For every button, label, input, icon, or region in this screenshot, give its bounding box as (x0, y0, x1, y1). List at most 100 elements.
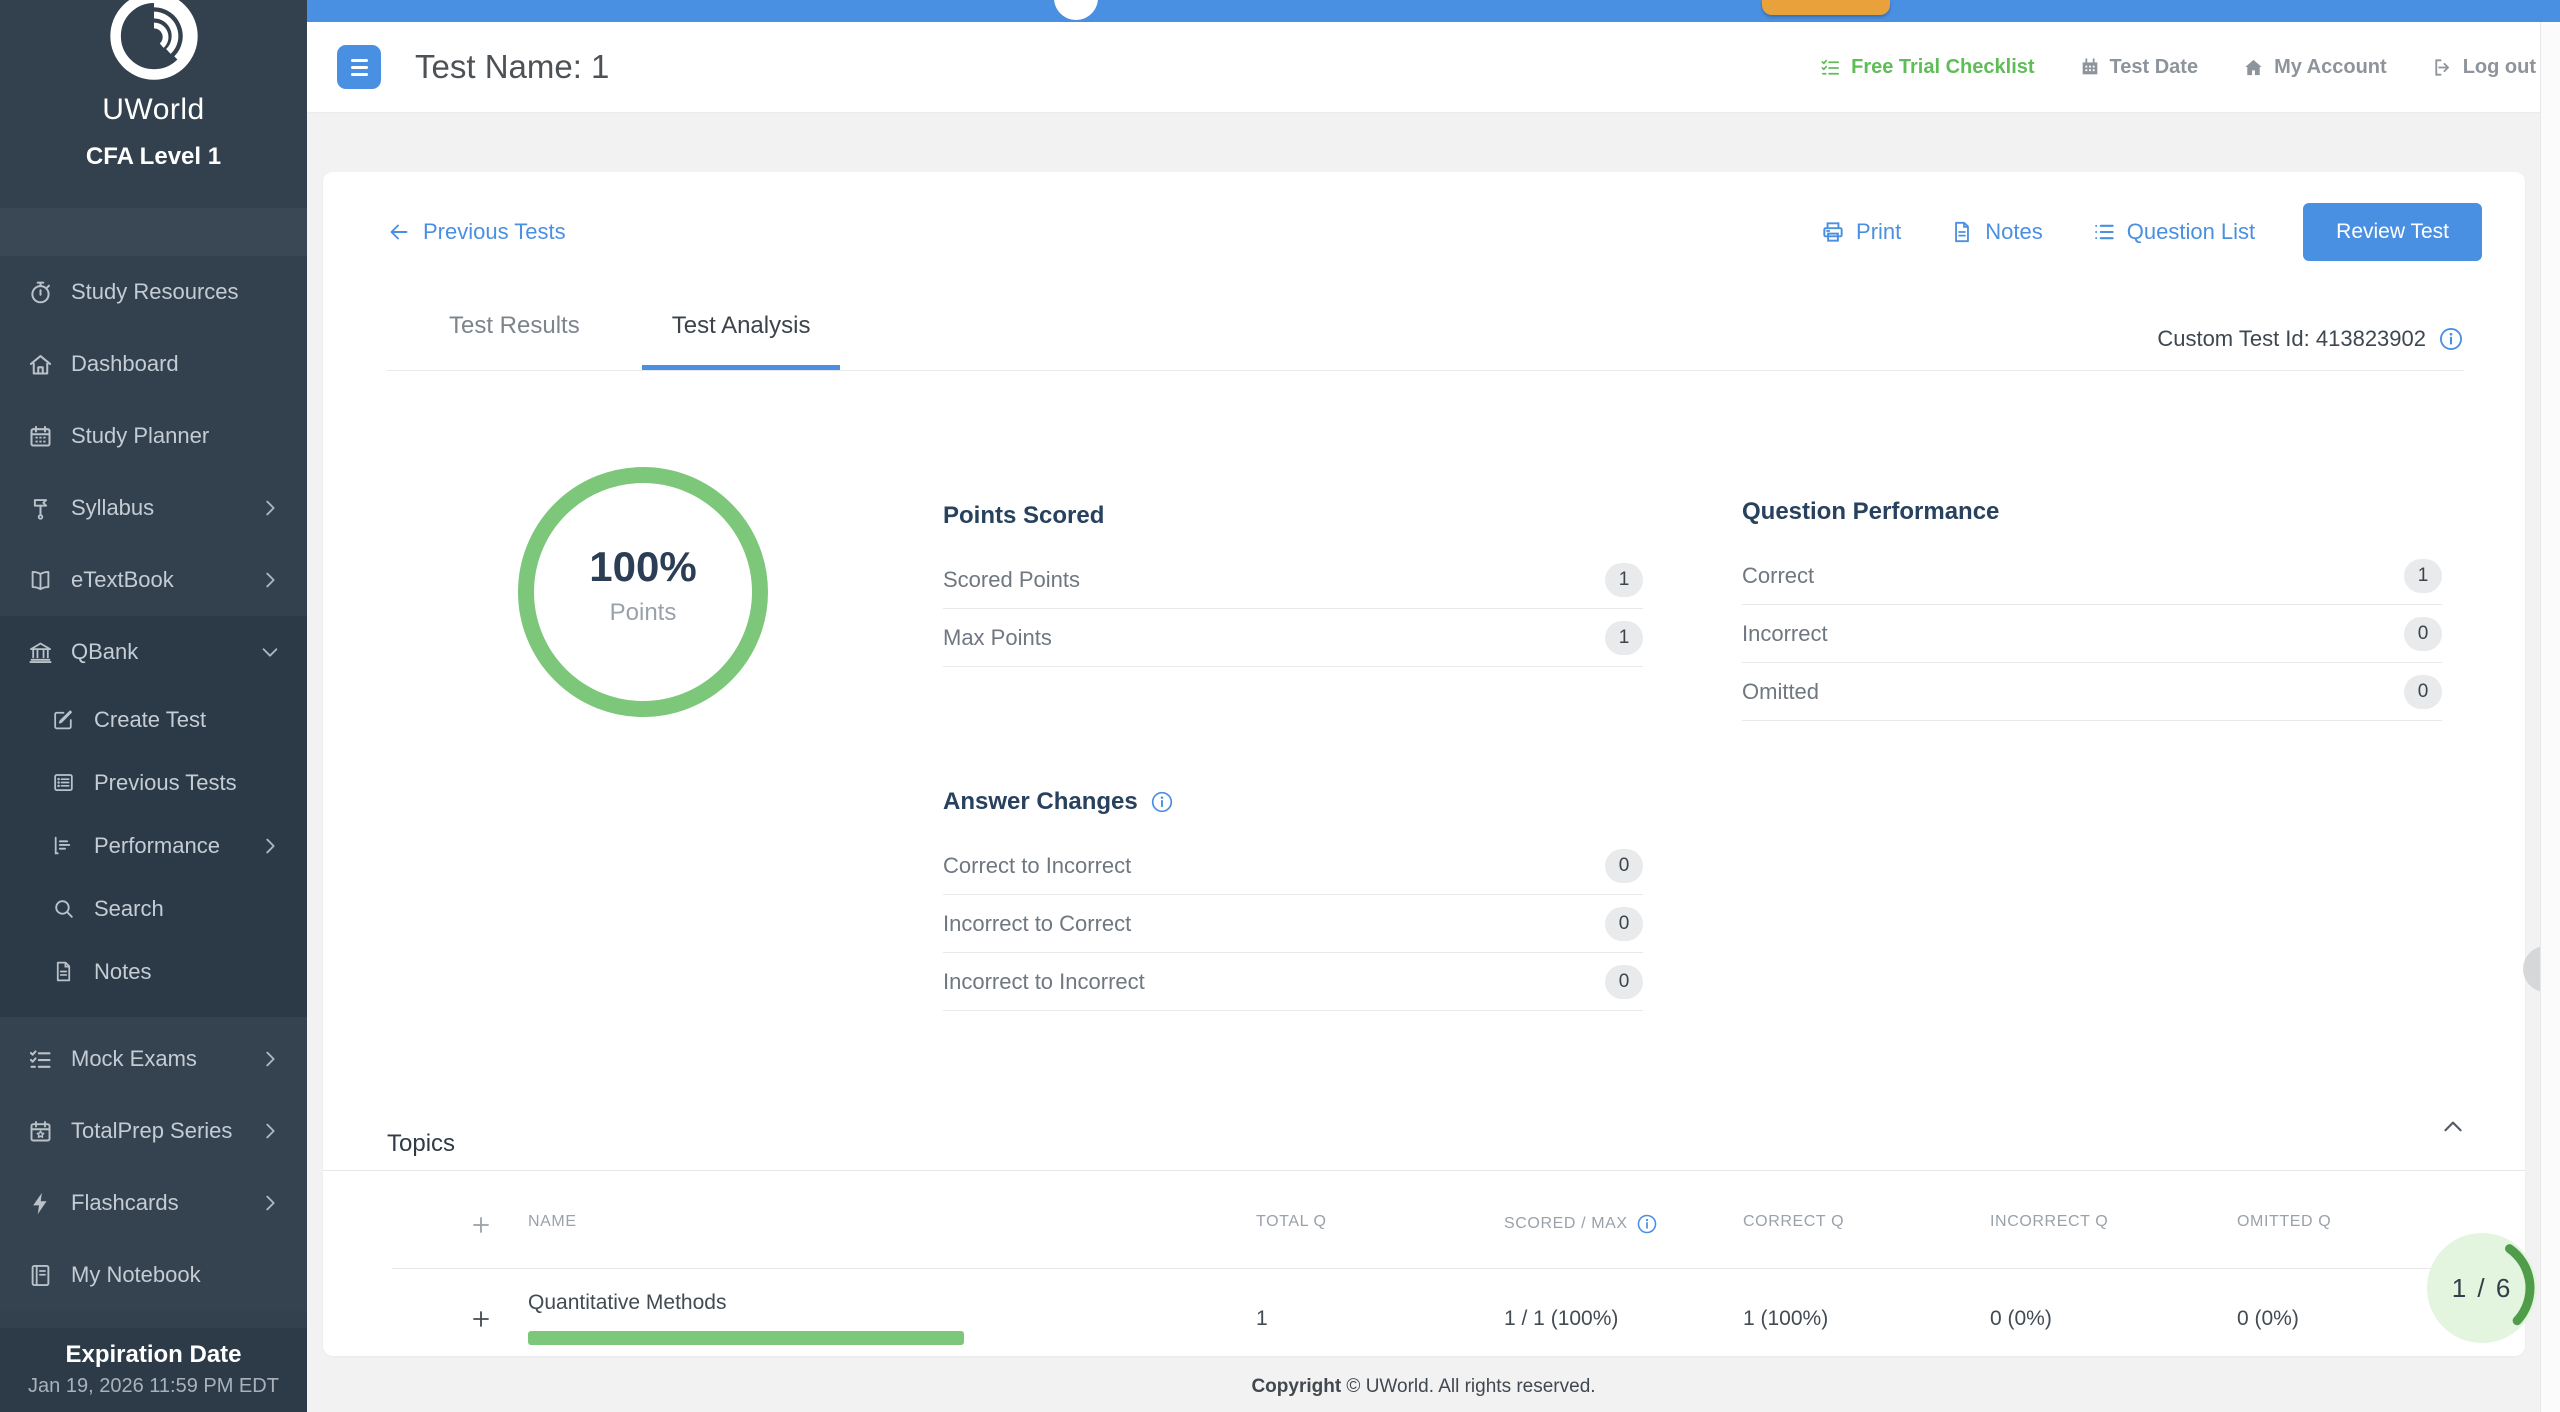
sidebar-item-study-resources[interactable]: Study Resources (0, 256, 307, 328)
print-label: Print (1856, 219, 1902, 244)
sidebar-item-label: Mock Exams (71, 1046, 197, 1071)
col-header-correct-q: CORRECT Q (1743, 1213, 1845, 1230)
expand-row-plus-icon[interactable] (469, 1307, 493, 1331)
sidebar-item-performance[interactable]: Performance (0, 814, 307, 877)
header-link-label: Test Date (2109, 55, 2199, 78)
sidebar-item-flashcards[interactable]: Flashcards (0, 1167, 307, 1239)
chevron-up-icon[interactable] (2440, 1114, 2466, 1140)
copyright-text: © UWorld. All rights reserved. (1341, 1376, 1596, 1397)
document-icon (48, 957, 78, 987)
tab-test-results[interactable]: Test Results (449, 311, 580, 339)
bar-chart-icon (48, 831, 78, 861)
question-performance-panel: Question Performance Correct 1 Incorrect… (1742, 498, 2442, 721)
edit-icon (48, 705, 78, 735)
sidebar-item-syllabus[interactable]: Syllabus (0, 472, 307, 544)
sidebar-item-label: Flashcards (71, 1190, 179, 1215)
plus-icon (469, 1213, 493, 1237)
chevron-right-icon (259, 497, 281, 519)
header-links: Free Trial Checklist Test Date My Accoun… (1819, 56, 2536, 79)
chevron-right-icon (259, 1120, 281, 1142)
banner-orange-tab[interactable] (1762, 0, 1890, 15)
chevron-right-icon (259, 1048, 281, 1070)
info-icon[interactable] (1636, 1213, 1658, 1235)
col-header-incorrect-q: INCORRECT Q (1990, 1213, 2109, 1230)
back-link-label: Previous Tests (423, 219, 566, 244)
scroll-page-indicator[interactable]: 1 / 6 (2427, 1233, 2537, 1343)
divider (392, 1268, 2483, 1269)
sidebar-item-create-test[interactable]: Create Test (0, 688, 307, 751)
print-link[interactable]: Print (1820, 219, 1901, 245)
sidebar-item-totalprep-series[interactable]: TotalPrep Series (0, 1095, 307, 1167)
tabs-bar: Test Results Test Analysis Custom Test I… (387, 287, 2464, 371)
stat-badge: 1 (1605, 562, 1643, 597)
score-caption: Points (609, 599, 677, 626)
banner-circle-notch (1054, 0, 1098, 20)
question-list-icon (2091, 219, 2117, 245)
top-blue-bar (307, 0, 2560, 22)
header-link-label: Log out (2462, 55, 2536, 78)
sidebar-item-previous-tests[interactable]: Previous Tests (0, 751, 307, 814)
brand: UWorld CFA Level 1 (0, 0, 307, 208)
card-actions: Print Notes Question List Review Test (1820, 203, 2482, 261)
stat-row: Correct to Incorrect 0 (943, 837, 1643, 895)
topic-name: Quantitative Methods (528, 1291, 727, 1314)
stat-label: Correct (1742, 562, 1815, 588)
copyright-footer: Copyright © UWorld. All rights reserved. (307, 1376, 2540, 1398)
sidebar-item-search[interactable]: Search (0, 877, 307, 940)
topic-row: Quantitative Methods 1 1 / 1 (100%) 1 (1… (323, 1269, 2525, 1358)
sidebar-item-label: QBank (71, 639, 139, 664)
stat-badge: 0 (2404, 616, 2442, 651)
col-header-scored-max: SCORED / MAX (1504, 1213, 1658, 1235)
content-body: Previous Tests Print Notes Question List (307, 113, 2560, 1412)
notes-link[interactable]: Notes (1949, 219, 2043, 245)
topics-table-header: NAME TOTAL Q SCORED / MAX CORRECT Q INCO… (323, 1171, 2525, 1268)
sidebar-item-study-planner[interactable]: Study Planner (0, 400, 307, 472)
test-date-link[interactable]: Test Date (2079, 55, 2199, 79)
previous-tests-back-link[interactable]: Previous Tests (387, 219, 566, 245)
review-test-button[interactable]: Review Test (2303, 203, 2482, 261)
my-account-link[interactable]: My Account (2242, 56, 2387, 79)
calendar-star-icon (25, 1116, 55, 1146)
col-header-name: NAME (528, 1213, 577, 1230)
sidebar-item-etextbook[interactable]: eTextBook (0, 544, 307, 616)
scrollbar-track[interactable] (2540, 22, 2560, 1412)
stat-row: Incorrect to Correct 0 (943, 895, 1643, 953)
home-icon (25, 349, 55, 379)
stopwatch-icon (25, 277, 55, 307)
list-box-icon (48, 768, 78, 798)
uworld-swirl-logo-icon (109, 0, 198, 80)
sidebar-item-my-notebook[interactable]: My Notebook (0, 1239, 307, 1311)
sidebar-item-qbank[interactable]: QBank (0, 616, 307, 688)
pager-label: 1 / 6 (2451, 1272, 2513, 1303)
answer-changes-panel: Answer Changes Correct to Incorrect 0 In… (943, 788, 1643, 1011)
tab-test-analysis[interactable]: Test Analysis (641, 286, 841, 370)
chevron-right-icon (259, 569, 281, 591)
sidebar-item-label: Notes (94, 958, 152, 984)
free-trial-checklist-link[interactable]: Free Trial Checklist (1819, 56, 2035, 79)
points-scored-title: Points Scored (943, 502, 1105, 529)
sidebar-item-label: Search (94, 895, 164, 921)
expiration-date: Jan 19, 2026 11:59 PM EDT (28, 1375, 279, 1397)
stat-badge: 1 (2404, 558, 2442, 593)
info-icon[interactable] (1150, 790, 1174, 814)
sidebar-item-notes[interactable]: Notes (0, 940, 307, 1003)
sidebar-item-mock-exams[interactable]: Mock Exams (0, 1023, 307, 1095)
answer-changes-title: Answer Changes (943, 788, 1138, 815)
log-out-link[interactable]: Log out (2431, 56, 2536, 79)
sidebar-toggle-button[interactable] (337, 45, 381, 89)
stat-label: Incorrect (1742, 620, 1828, 646)
checklist-icon (25, 1044, 55, 1074)
stat-badge: 1 (1605, 620, 1643, 655)
sidebar: UWorld CFA Level 1 Study Resources Dashb… (0, 0, 307, 1412)
copyright-bold: Copyright (1251, 1376, 1342, 1397)
stat-row: Incorrect 0 (1742, 605, 2442, 663)
col-header-total-q: TOTAL Q (1256, 1213, 1327, 1230)
info-icon[interactable] (2438, 326, 2464, 352)
page-header: Test Name: 1 Free Trial Checklist Test D… (307, 22, 2560, 113)
question-list-link[interactable]: Question List (2091, 219, 2255, 245)
sidebar-item-dashboard[interactable]: Dashboard (0, 328, 307, 400)
expiration-panel: Expiration Date Jan 19, 2026 11:59 PM ED… (0, 1328, 307, 1412)
topics-title: Topics (387, 1130, 456, 1157)
pager-progress-arc (2429, 1235, 2535, 1341)
topic-total-q: 1 (1256, 1307, 1268, 1330)
